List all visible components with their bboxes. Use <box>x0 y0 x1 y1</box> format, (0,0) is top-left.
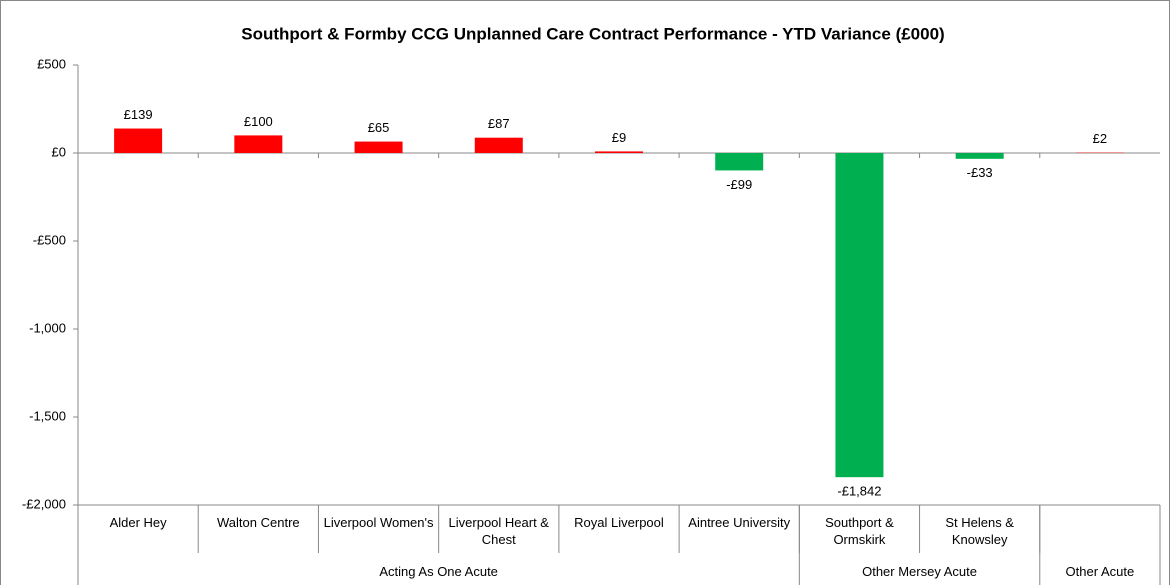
data-label: -£99 <box>726 177 752 192</box>
group-label: Other Acute <box>1065 564 1135 579</box>
bar <box>114 128 163 153</box>
x-tick-label: Aintree University <box>688 515 791 530</box>
bar <box>234 135 283 153</box>
data-label: -£1,842 <box>837 484 881 499</box>
bar <box>955 153 1004 159</box>
x-tick-label: St Helens & Knowsley <box>945 515 1014 547</box>
x-tick-label: Liverpool Women's <box>323 515 434 530</box>
y-tick-label: -1,500 <box>29 408 66 423</box>
group-label: Other Mersey Acute <box>862 564 977 579</box>
data-label: £2 <box>1093 131 1107 146</box>
y-tick-label: £0 <box>52 144 66 159</box>
x-tick-label: Alder Hey <box>109 515 167 530</box>
y-tick-label: -1,000 <box>29 320 66 335</box>
x-tick-label: Liverpool Heart & Chest <box>448 515 549 547</box>
bar <box>595 151 643 153</box>
data-label: £65 <box>368 120 390 135</box>
y-tick-label: £500 <box>37 56 66 71</box>
bar <box>354 141 403 153</box>
group-label: Acting As One Acute <box>379 564 498 579</box>
y-tick-label: -£2,000 <box>22 496 66 511</box>
data-label: £139 <box>124 107 153 122</box>
data-label: £87 <box>488 116 510 131</box>
bar <box>474 137 523 153</box>
data-label: -£33 <box>967 165 993 180</box>
y-tick-label: -£500 <box>33 232 66 247</box>
chart-title: Southport & Formby CCG Unplanned Care Co… <box>241 24 944 43</box>
x-tick-label: Royal Liverpool <box>574 515 664 530</box>
data-label: £100 <box>244 114 273 129</box>
x-tick-label: Southport & Ormskirk <box>825 515 894 547</box>
x-tick-label: Walton Centre <box>217 515 300 530</box>
bar <box>835 153 884 478</box>
data-label: £9 <box>612 130 626 145</box>
bar <box>715 153 764 171</box>
